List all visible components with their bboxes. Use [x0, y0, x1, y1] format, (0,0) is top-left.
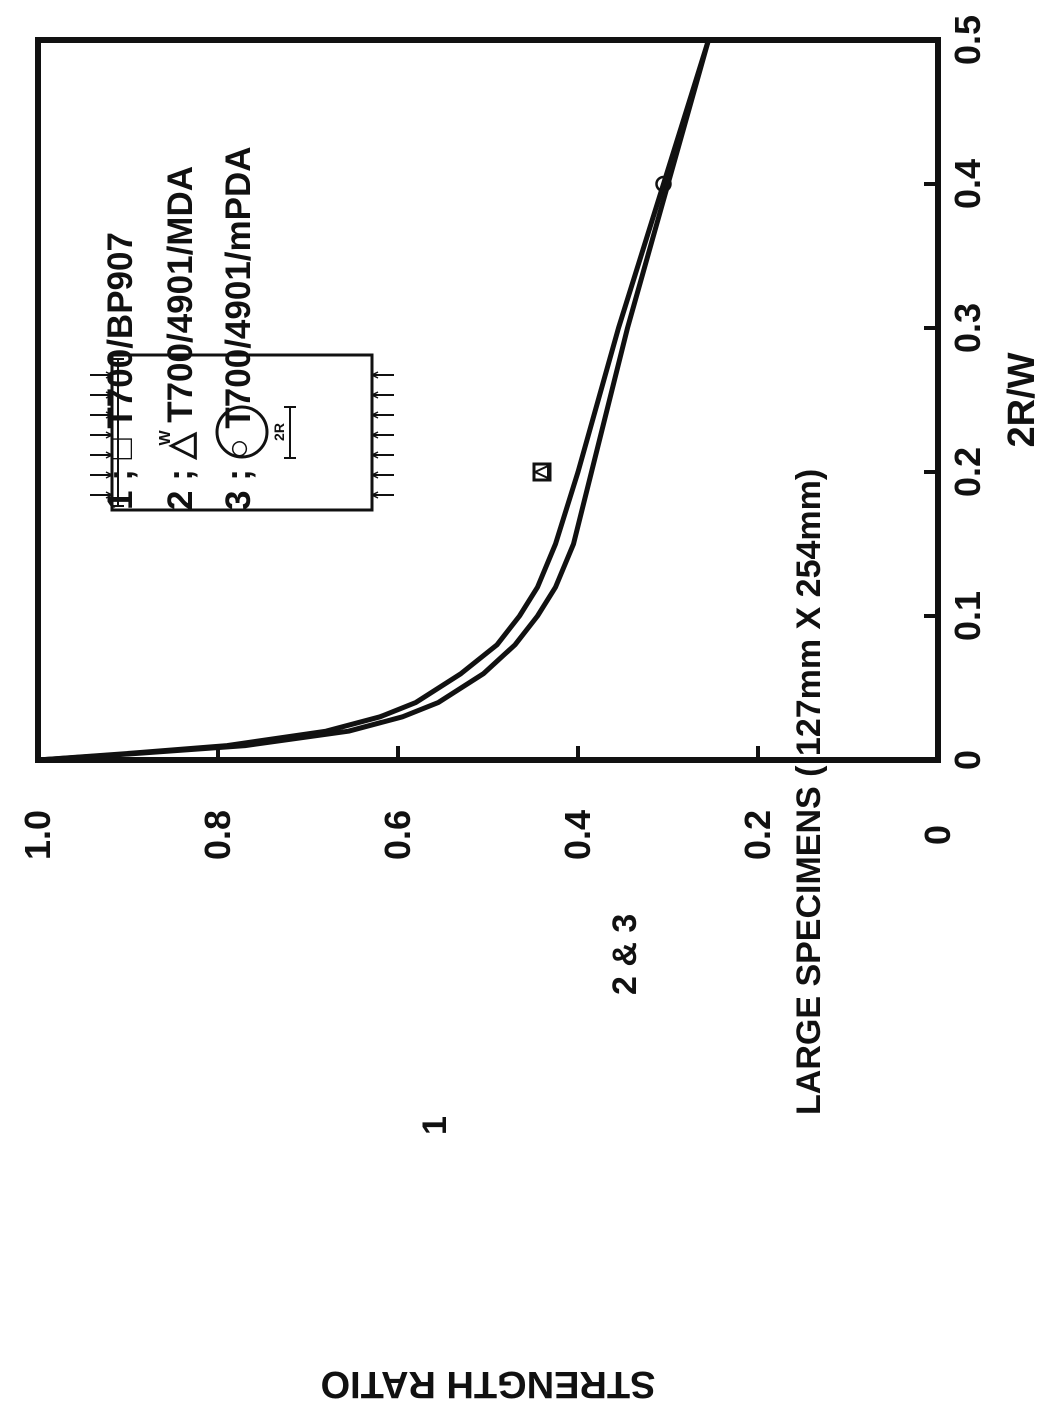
- inset-load-arrows: [90, 371, 394, 499]
- inset-arrowhead-top: [105, 431, 114, 439]
- x-tick-label: 0: [947, 750, 988, 770]
- inset-arrowhead-bottom: [370, 411, 379, 419]
- x-tick-label: 0.3: [947, 303, 988, 353]
- point-triangle: [532, 464, 549, 480]
- y-tick-label: 0.8: [197, 810, 238, 860]
- inset-arrowhead-top: [105, 371, 114, 379]
- inset-arrowhead-bottom: [370, 391, 379, 399]
- inset-arrowhead-bottom: [370, 371, 379, 379]
- legend: 1 ; □ T700/BP907 2 ; △ T700/4901/MDA 3 ;…: [101, 146, 258, 510]
- legend-entry-2: 2 ; △ T700/4901/MDA: [161, 166, 200, 510]
- inset-arrowhead-bottom: [370, 451, 379, 459]
- x-tick-label: 0.5: [947, 15, 988, 65]
- series-1-curve: [37, 39, 711, 763]
- inset-arrowhead-bottom: [370, 431, 379, 439]
- curve-1-label: 1: [416, 1116, 454, 1135]
- inset-hole: [215, 405, 269, 459]
- y-tick-label: 0.2: [737, 810, 778, 860]
- data-points: [532, 175, 672, 482]
- inset-plate: [110, 353, 374, 512]
- inset-arrowhead-top: [105, 411, 114, 419]
- specimens-annotation: LARGE SPECIMENS ( 127mm X 254mm): [790, 469, 828, 1115]
- y-axis-label: STRENGTH RATIO: [321, 1363, 656, 1405]
- point-circle: [655, 175, 672, 193]
- y-tick-label: 0.4: [557, 810, 598, 860]
- inset-arrowhead-top: [105, 391, 114, 399]
- curve-23-label: 2 & 3: [606, 914, 644, 995]
- inset-arrowhead-top: [105, 451, 114, 459]
- series-2-curve: [37, 39, 711, 763]
- x-tick-label: 0.2: [947, 447, 988, 497]
- inset-arrowhead-bottom: [370, 491, 379, 499]
- plot-frame: [35, 37, 941, 763]
- specimen-inset-diagram: W 2R: [90, 353, 394, 512]
- y-tick-label: 0.6: [377, 810, 418, 860]
- x-axis-label: 2R/W: [1001, 352, 1043, 447]
- x-tick-label: 0.4: [947, 159, 988, 209]
- y-tick-label: 1.0: [17, 810, 58, 860]
- curves: [37, 39, 711, 763]
- axis-ticks: 0 0.1 0.2 0.3 0.4 0.5 0 0.2 0.4 0.6 0.8 1.0: [17, 15, 988, 860]
- inset-hole-label: 2R: [271, 423, 287, 441]
- inset-arrowhead-top: [105, 491, 114, 499]
- inset-arrowhead-top: [105, 471, 114, 479]
- legend-entry-1: 1 ; □ T700/BP907: [101, 232, 140, 510]
- inset-arrowhead-bottom: [370, 471, 379, 479]
- x-tick-label: 0.1: [947, 591, 988, 641]
- inset-width-label: W: [157, 430, 174, 446]
- y-tick-label: 0: [917, 825, 958, 845]
